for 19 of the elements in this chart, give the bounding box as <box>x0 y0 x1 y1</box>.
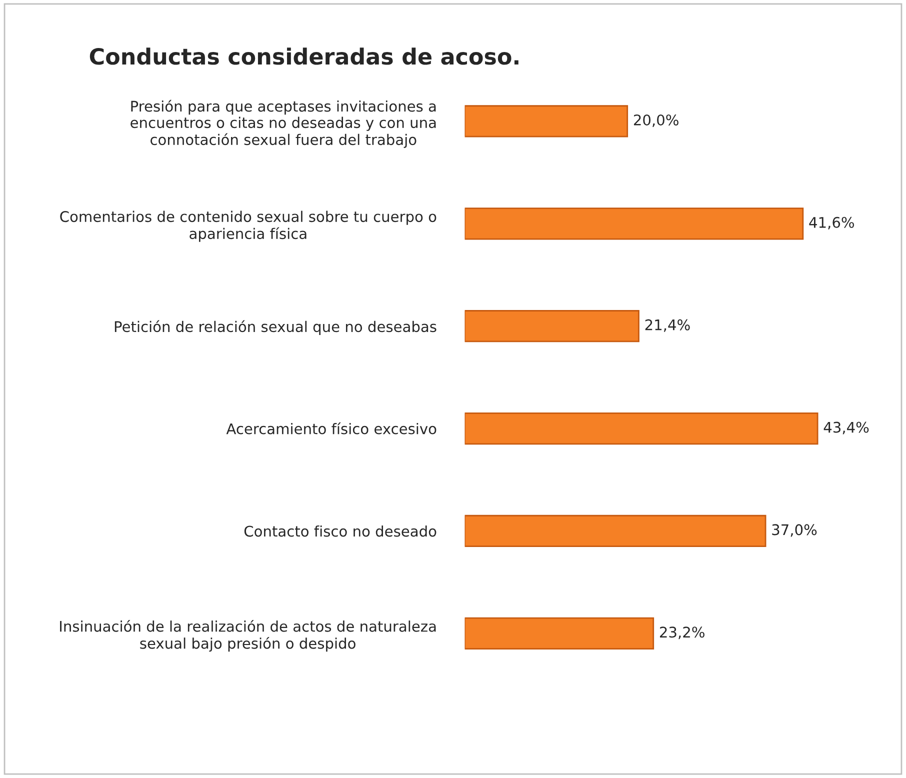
y-tick-label: Presión para que aceptases invitaciones a encuentros o citas no deseadas y con una connotación sexual fuera del trabajo <box>130 100 436 148</box>
bar <box>464 310 640 342</box>
bar <box>464 412 818 445</box>
bar <box>464 105 628 138</box>
y-tick-label: Acercamiento físico excesivo <box>226 422 436 434</box>
data-label: 43,4% <box>824 422 869 434</box>
data-label: 41,6% <box>809 216 854 230</box>
chart-title: Conductas consideradas de acoso. <box>90 48 518 65</box>
data-label: 23,2% <box>660 626 704 640</box>
y-tick-label: Insinuación de la realización de actos de naturaleza sexual bajo presión o despido <box>60 620 436 652</box>
data-label: 21,4% <box>645 319 690 332</box>
data-label: 37,0% <box>772 524 817 537</box>
y-tick-label: Petición de relación sexual que no deseabas <box>114 320 436 335</box>
bar <box>464 208 804 240</box>
y-tick-label: Contacto fisco no deseado <box>244 525 436 537</box>
data-label: 20,0% <box>634 114 678 127</box>
y-tick-label: Comentarios de contenido sexual sobre tu cuerpo o apariencia física <box>60 210 436 242</box>
bar <box>464 514 766 548</box>
bar <box>464 617 654 650</box>
